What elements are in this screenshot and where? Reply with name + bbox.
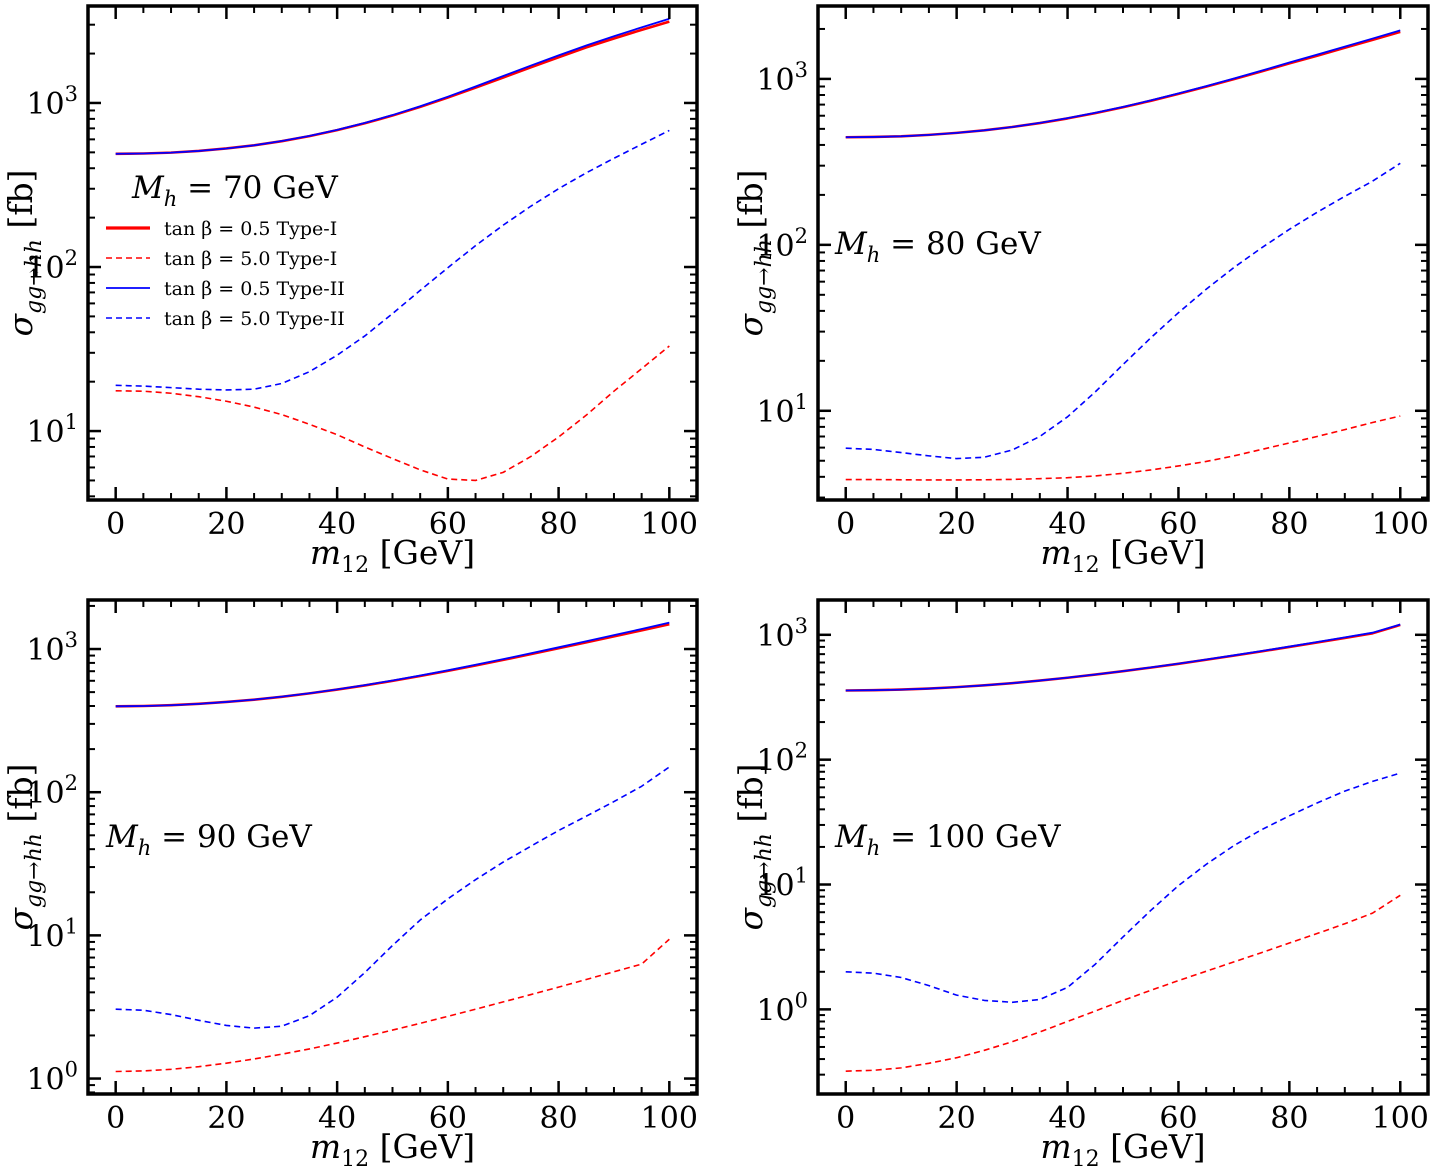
x-tick-label: 60 (429, 1101, 467, 1136)
x-ticks: 0 20 40 60 80 100 (87, 600, 698, 1136)
legend-label: tan β = 0.5 Type-II (164, 278, 345, 300)
y-tick-label: 101 (26, 410, 78, 450)
x-tick-label: 100 (641, 507, 698, 542)
plot-frame (816, 598, 1430, 1096)
legend-label: tan β = 5.0 Type-II (164, 308, 345, 330)
plot-frame (86, 598, 699, 1096)
x-tick-label: 0 (106, 507, 125, 542)
x-tick-label: 80 (1270, 507, 1308, 542)
x-tick-label: 40 (1048, 507, 1086, 542)
legend-label: tan β = 0.5 Type-I (164, 218, 337, 240)
y-tick-label: 102 (756, 224, 808, 264)
panel-mh-100: 0 20 40 60 80 100 100 101 102 103 m12 [GeV] σgg→hh … (731, 598, 1430, 1170)
series-line-4 (115, 129, 670, 391)
plot-area (845, 623, 1401, 1072)
x-tick-label: 40 (318, 1101, 356, 1136)
x-tick-label: 80 (539, 1101, 577, 1136)
series-line-2 (845, 415, 1401, 481)
panel-mh-80: 0 20 40 60 80 100 101 102 103 m12 [GeV] σgg→hh [fb… (731, 4, 1430, 578)
y-tick-label: 102 (756, 739, 808, 779)
y-tick-label: 103 (26, 82, 78, 122)
x-tick-label: 100 (641, 1101, 698, 1136)
y-axis-title: σgg→hh [fb] (1, 169, 47, 336)
series-line-1 (115, 622, 670, 708)
series-line-3 (115, 621, 670, 708)
series-line-1 (845, 30, 1401, 139)
x-tick-label: 20 (938, 1101, 976, 1136)
x-axis-title: m12 [GeV] (1040, 1127, 1205, 1170)
x-tick-label: 100 (1372, 1101, 1429, 1136)
y-axis-title: σgg→hh [fb] (1, 763, 47, 930)
x-tick-label: 0 (836, 1101, 855, 1136)
plot-frame (86, 4, 699, 502)
series-line-3 (115, 17, 670, 155)
y-tick-label: 101 (756, 390, 808, 430)
x-axis-title: m12 [GeV] (1040, 533, 1205, 578)
plot-area (115, 621, 670, 1073)
series-line-3 (845, 623, 1401, 692)
plot-area (845, 29, 1401, 481)
x-ticks: 0 20 40 60 80 100 (817, 6, 1429, 542)
series-line-1 (845, 623, 1401, 692)
y-tick-label: 103 (756, 58, 808, 98)
series-line-1 (115, 20, 670, 156)
y-axis-title: σgg→hh [fb] (731, 169, 777, 336)
mass-annotation: Mh = 70 GeV (131, 170, 338, 211)
y-ticks: 100 101 102 103 (26, 604, 697, 1098)
x-tick-label: 20 (207, 1101, 245, 1136)
series-line-2 (115, 938, 670, 1073)
legend-label: tan β = 5.0 Type-I (164, 248, 337, 270)
legend: tan β = 0.5 Type-I tan β = 5.0 Type-I tan … (106, 218, 345, 330)
x-tick-label: 60 (1159, 507, 1197, 542)
x-tick-label: 20 (207, 507, 245, 542)
x-tick-label: 100 (1372, 507, 1429, 542)
panel-mh-70: 0 20 40 60 80 100 101 102 103 m12 [GeV] σgg→hh [fb… (1, 4, 699, 578)
y-tick-label: 103 (26, 628, 78, 668)
x-tick-label: 0 (106, 1101, 125, 1136)
series-line-4 (845, 162, 1401, 460)
y-axis-title: σgg→hh [fb] (731, 763, 777, 930)
y-tick-label: 100 (756, 988, 808, 1028)
y-tick-label: 100 (26, 1058, 78, 1098)
x-ticks: 0 20 40 60 80 100 (817, 600, 1429, 1136)
y-tick-label: 101 (756, 864, 808, 904)
x-axis-title: m12 [GeV] (310, 1127, 475, 1170)
mass-annotation: Mh = 100 GeV (834, 819, 1061, 860)
y-ticks: 101 102 103 (26, 23, 697, 498)
y-ticks: 101 102 103 (756, 27, 1428, 499)
series-line-2 (845, 894, 1401, 1072)
x-tick-label: 20 (938, 507, 976, 542)
plot-area (115, 17, 670, 482)
panel-mh-90: 0 20 40 60 80 100 100 101 102 103 m12 [GeV] σgg→hh … (1, 598, 699, 1170)
series-line-3 (845, 29, 1401, 139)
series-line-4 (845, 772, 1401, 1004)
y-tick-label: 103 (756, 614, 808, 654)
series-line-4 (115, 766, 670, 1029)
plot-frame (816, 4, 1430, 502)
y-tick-label: 102 (26, 771, 78, 811)
x-tick-label: 40 (1048, 1101, 1086, 1136)
mass-annotation: Mh = 90 GeV (105, 819, 312, 860)
x-ticks: 0 20 40 60 80 100 (87, 6, 698, 542)
x-axis-title: m12 [GeV] (310, 533, 475, 578)
x-tick-label: 0 (836, 507, 855, 542)
y-tick-label: 102 (26, 246, 78, 286)
x-tick-label: 80 (1270, 1101, 1308, 1136)
x-tick-label: 40 (318, 507, 356, 542)
x-tick-label: 80 (539, 507, 577, 542)
x-tick-label: 60 (1159, 1101, 1197, 1136)
y-tick-label: 101 (26, 914, 78, 954)
x-tick-label: 60 (429, 507, 467, 542)
mass-annotation: Mh = 80 GeV (834, 226, 1041, 267)
series-line-2 (115, 345, 670, 482)
